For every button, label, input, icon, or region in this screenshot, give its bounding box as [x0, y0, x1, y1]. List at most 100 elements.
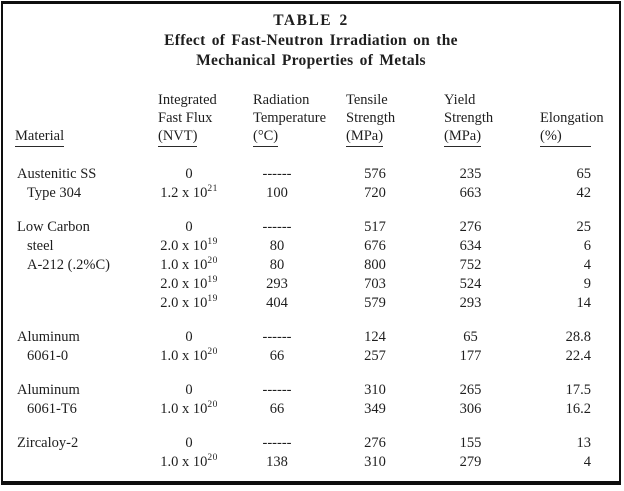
- flux-value: 1.2 x 10: [160, 185, 208, 201]
- cell-tensile: 276: [364, 435, 386, 451]
- cell-temperature: ------: [262, 382, 292, 398]
- table-title-line1: Effect of Fast-Neutron Irradiation on th…: [164, 32, 458, 49]
- table-row: steel 2.0 x 1019 80 676 634 6: [9, 237, 621, 256]
- flux-exponent: 20: [207, 400, 218, 410]
- flux-exponent: 19: [207, 294, 218, 304]
- col-header-yield-strength: Yield Strength (MPa): [428, 91, 525, 147]
- cell-tensile: 720: [364, 185, 386, 201]
- cell-material: Type 304: [27, 185, 82, 201]
- flux-exponent: 19: [207, 237, 218, 247]
- cell-material: Austenitic SS: [17, 166, 97, 182]
- flux-value: 1.0 x 10: [160, 454, 208, 470]
- table-row: Zircaloy-2 0 ------ 276 155 13: [9, 419, 621, 453]
- col-header-tensile-strength: Tensile Strength (MPa): [330, 91, 428, 147]
- cell-elongation: 22.4: [565, 348, 591, 364]
- cell-elongation: 9: [583, 276, 591, 292]
- cell-tensile: 576: [364, 166, 386, 182]
- cell-tensile: 310: [364, 454, 386, 470]
- cell-yield: 235: [459, 166, 482, 182]
- flux-value: 0: [185, 219, 193, 235]
- cell-yield: 177: [459, 348, 482, 364]
- cell-tensile: 124: [364, 329, 386, 345]
- table-body: Austenitic SS 0 ------ 576 235 65 Type 3…: [9, 147, 621, 472]
- cell-tensile: 257: [364, 348, 386, 364]
- cell-yield: 306: [459, 401, 482, 417]
- cell-material: Aluminum: [17, 382, 80, 398]
- cell-material: 6061-0: [27, 348, 69, 364]
- cell-tensile: 676: [364, 238, 386, 254]
- cell-flux: 0: [155, 419, 245, 453]
- table-row: Type 304 1.2 x 1021 100 720 663 42: [9, 184, 621, 203]
- cell-yield: 155: [459, 435, 482, 451]
- cell-yield: 524: [459, 276, 482, 292]
- cell-flux: 1.0 x 1020: [155, 400, 245, 419]
- cell-yield: 663: [459, 185, 482, 201]
- cell-tensile: 349: [364, 401, 386, 417]
- table-row: 6061-0 1.0 x 1020 66 257 177 22.4: [9, 347, 621, 366]
- cell-flux: 2.0 x 1019: [155, 275, 245, 294]
- flux-value: 2.0 x 10: [160, 238, 208, 254]
- cell-flux: 1.0 x 1020: [155, 347, 245, 366]
- cell-material: Low Carbon: [17, 219, 90, 235]
- cell-temperature: 100: [266, 185, 288, 201]
- cell-flux: 2.0 x 1019: [155, 294, 245, 313]
- cell-yield: 279: [459, 454, 482, 470]
- cell-flux: 0: [155, 147, 245, 184]
- flux-exponent: 20: [207, 256, 218, 266]
- cell-tensile: 579: [364, 295, 386, 311]
- table-row: Aluminum 0 ------ 310 265 17.5: [9, 366, 621, 400]
- cell-temperature: 66: [269, 401, 285, 417]
- table-title-block: TABLE 2 Effect of Fast-Neutron Irradiati…: [3, 4, 619, 71]
- cell-yield: 634: [459, 238, 482, 254]
- cell-elongation: 6: [583, 238, 591, 254]
- flux-exponent: 21: [207, 184, 218, 194]
- table-header: Material Integrated Fast Flux (NVT) Radi…: [9, 91, 621, 147]
- cell-temperature: ------: [262, 329, 292, 345]
- cell-temperature: 404: [266, 295, 288, 311]
- cell-tensile: 703: [364, 276, 386, 292]
- cell-elongation: 42: [576, 185, 592, 201]
- cell-flux: 0: [155, 203, 245, 237]
- cell-flux: 1.0 x 1020: [155, 453, 245, 472]
- cell-elongation: 4: [583, 454, 591, 470]
- cell-material: A-212 (.2%C): [27, 257, 110, 273]
- cell-temperature: 138: [266, 454, 288, 470]
- cell-temperature: ------: [262, 219, 292, 235]
- cell-tensile: 517: [364, 219, 386, 235]
- flux-value: 1.0 x 10: [160, 257, 208, 273]
- cell-flux: 0: [155, 366, 245, 400]
- table-row: 2.0 x 1019 404 579 293 14: [9, 294, 621, 313]
- flux-exponent: 20: [207, 347, 218, 357]
- cell-temperature: 80: [269, 238, 285, 254]
- col-header-flux: Integrated Fast Flux (NVT): [155, 91, 245, 147]
- flux-value: 0: [185, 435, 193, 451]
- flux-exponent: 19: [207, 275, 218, 285]
- cell-material: Zircaloy-2: [17, 435, 79, 451]
- cell-flux: 1.2 x 1021: [155, 184, 245, 203]
- table-title-line2: Mechanical Properties of Metals: [196, 52, 426, 69]
- cell-yield: 752: [459, 257, 482, 273]
- cell-elongation: 4: [583, 257, 591, 273]
- cell-elongation: 16.2: [565, 401, 591, 417]
- cell-material: Aluminum: [17, 329, 80, 345]
- cell-yield: 293: [459, 295, 482, 311]
- cell-temperature: 293: [266, 276, 288, 292]
- cell-temperature: 80: [269, 257, 285, 273]
- cell-yield: 265: [459, 382, 482, 398]
- flux-value: 0: [185, 329, 193, 345]
- cell-elongation: 25: [576, 219, 592, 235]
- flux-value: 0: [185, 166, 193, 182]
- cell-temperature: ------: [262, 435, 292, 451]
- table-row: Austenitic SS 0 ------ 576 235 65: [9, 147, 621, 184]
- cell-flux: 1.0 x 1020: [155, 256, 245, 275]
- table-number: TABLE 2: [273, 12, 349, 29]
- table-row: Low Carbon 0 ------ 517 276 25: [9, 203, 621, 237]
- header-row: Material Integrated Fast Flux (NVT) Radi…: [9, 91, 621, 147]
- cell-yield: 65: [463, 329, 478, 345]
- table-row: A-212 (.2%C) 1.0 x 1020 80 800 752 4: [9, 256, 621, 275]
- table-frame: TABLE 2 Effect of Fast-Neutron Irradiati…: [1, 1, 621, 485]
- cell-temperature: ------: [262, 166, 292, 182]
- flux-exponent: 20: [207, 453, 218, 463]
- cell-tensile: 310: [364, 382, 386, 398]
- cell-elongation: 13: [576, 435, 592, 451]
